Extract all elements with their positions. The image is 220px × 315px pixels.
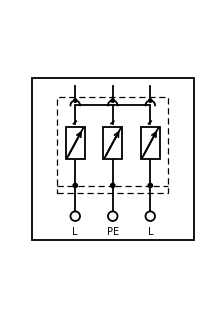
Circle shape xyxy=(148,183,152,188)
Text: L: L xyxy=(73,226,78,237)
Bar xyxy=(57,97,168,193)
Bar xyxy=(66,127,85,159)
Circle shape xyxy=(108,211,117,221)
Text: PE: PE xyxy=(107,226,119,237)
Bar xyxy=(141,127,160,159)
Circle shape xyxy=(73,183,77,188)
Text: L: L xyxy=(148,226,153,237)
Circle shape xyxy=(145,211,155,221)
Circle shape xyxy=(111,99,114,102)
Bar xyxy=(103,127,122,159)
Circle shape xyxy=(70,211,80,221)
Circle shape xyxy=(111,183,115,188)
Circle shape xyxy=(73,99,77,102)
Circle shape xyxy=(148,99,152,102)
